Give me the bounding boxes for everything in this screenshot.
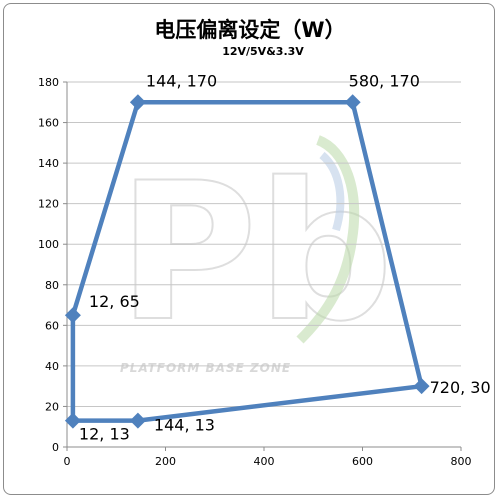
watermark-leaf-blue <box>319 151 345 232</box>
watermark-logo: Pb PLATFORM BASE ZONE <box>117 135 394 375</box>
data-label: 12, 13 <box>79 425 130 444</box>
x-tick-label: 200 <box>155 455 176 468</box>
data-point-marker <box>64 412 81 429</box>
y-tick-label: 0 <box>52 441 59 454</box>
x-tick-label: 600 <box>352 455 373 468</box>
y-tick-label: 20 <box>45 400 59 413</box>
series-group <box>64 94 430 429</box>
x-tick-label: 400 <box>254 455 275 468</box>
data-labels: 12, 65 144, 170 580, 170 720, 30 144, 13 12, … <box>79 71 491 443</box>
data-point-marker <box>129 94 146 111</box>
data-point-marker <box>64 307 81 324</box>
data-label: 12, 65 <box>89 292 140 311</box>
y-tick-label: 100 <box>38 238 59 251</box>
y-tick-label: 60 <box>45 319 59 332</box>
x-tick-label: 0 <box>64 455 71 468</box>
data-point-marker <box>344 94 361 111</box>
data-point-marker <box>129 412 146 429</box>
y-tick-label: 160 <box>38 117 59 130</box>
x-tick-label: 800 <box>451 455 472 468</box>
watermark-text: PLATFORM BASE ZONE <box>120 361 291 375</box>
data-label: 144, 13 <box>154 416 215 435</box>
data-label: 580, 170 <box>349 71 420 90</box>
y-tick-label: 120 <box>38 198 59 211</box>
y-tick-label: 80 <box>45 279 59 292</box>
chart-subtitle: 12V/5V&3.3V <box>222 45 304 58</box>
y-tick-label: 140 <box>38 157 59 170</box>
chart-title: 电压偏离设定（W） <box>154 18 346 42</box>
data-label: 144, 170 <box>146 71 217 90</box>
data-point-marker <box>413 378 430 395</box>
y-tick-label: 180 <box>38 76 59 89</box>
y-tick-label: 40 <box>45 360 59 373</box>
axes: 0 20 40 60 80 100 120 140 160 180 0 200 400 600 800 <box>38 76 472 468</box>
chart-frame <box>3 3 495 495</box>
watermark-leaf-green <box>296 135 360 344</box>
data-label: 720, 30 <box>430 378 491 397</box>
